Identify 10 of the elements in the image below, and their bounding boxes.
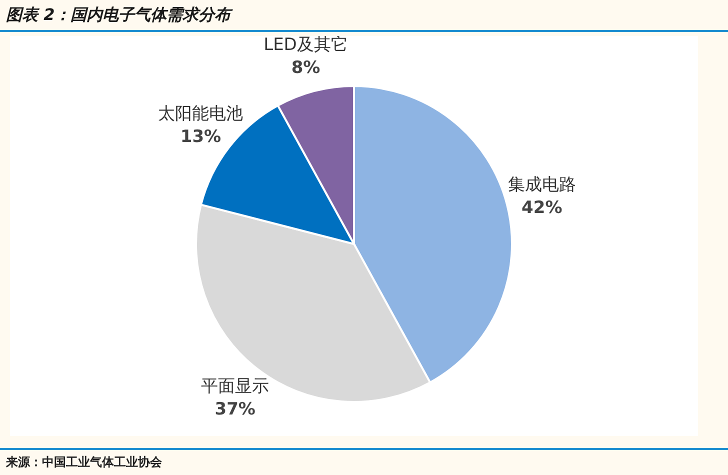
data-label: 13% bbox=[180, 127, 222, 148]
slice-label: 平面显示 bbox=[201, 376, 270, 396]
data-label: 8% bbox=[291, 58, 320, 78]
source-note: 来源：中国工业气体工业协会 bbox=[0, 448, 728, 475]
data-label: 42% bbox=[522, 198, 562, 218]
slice-label: 集成电路 bbox=[508, 174, 576, 195]
chart-title: 图表 2：国内电子气体需求分布 bbox=[0, 0, 728, 32]
slice-label: LED及其它 bbox=[264, 35, 348, 56]
slice-label: 太阳能电池 bbox=[158, 104, 244, 124]
data-label: 37% bbox=[214, 399, 256, 420]
